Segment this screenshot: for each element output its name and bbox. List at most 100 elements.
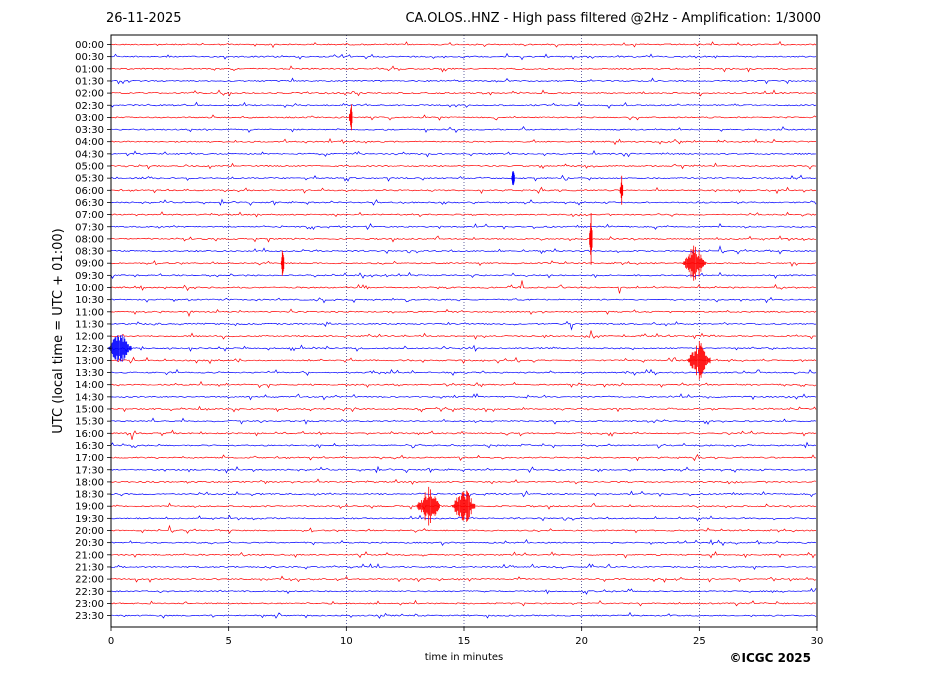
y-tick-label: 14:00	[75, 380, 104, 391]
x-tick-label: 15	[458, 636, 471, 647]
chart-title: CA.OLOS..HNZ - High pass filtered @2Hz -…	[405, 11, 821, 26]
event-mark	[687, 341, 711, 380]
trace-17:00	[110, 453, 817, 462]
x-axis-label: time in minutes	[425, 652, 504, 663]
y-tick-label: 20:30	[75, 538, 104, 549]
x-axis: 0 5 10 15 20 25 30	[108, 627, 824, 647]
trace-14:30	[110, 393, 817, 401]
y-tick-label: 22:00	[75, 575, 104, 586]
y-tick-label: 00:30	[75, 52, 104, 63]
trace-08:30	[110, 245, 817, 255]
y-tick-label: 02:00	[75, 89, 104, 100]
y-tick-label: 21:30	[75, 562, 104, 573]
trace-00:30	[110, 52, 817, 61]
trace-22:30	[110, 587, 817, 595]
y-tick-label: 11:30	[75, 319, 104, 330]
y-tick-label: 01:00	[75, 64, 104, 75]
y-tick-label: 08:00	[75, 234, 104, 245]
event-mark	[451, 490, 476, 522]
trace-16:00	[110, 429, 817, 440]
y-tick-label: 03:00	[75, 113, 104, 124]
y-tick-label: 15:00	[75, 405, 104, 416]
trace-18:00	[110, 478, 817, 485]
event-group	[108, 104, 711, 526]
y-tick-label: 13:30	[75, 368, 104, 379]
event-mark	[108, 334, 132, 362]
y-tick-label: 10:30	[75, 295, 104, 306]
event-mark	[280, 250, 285, 276]
trace-12:30	[110, 344, 817, 352]
y-tick-label: 13:00	[75, 356, 104, 367]
trace-15:30	[110, 417, 817, 425]
trace-09:00	[110, 260, 817, 267]
y-tick-label: 18:30	[75, 490, 104, 501]
x-tick-label: 10	[340, 636, 353, 647]
x-tick-label: 30	[811, 636, 824, 647]
y-tick-label: 12:30	[75, 344, 104, 355]
trace-07:30	[110, 223, 817, 231]
chart-date: 26-11-2025	[106, 11, 182, 26]
y-tick-label: 12:00	[75, 332, 104, 343]
event-mark	[349, 104, 353, 131]
y-tick-label: 23:30	[75, 611, 104, 622]
trace-17:30	[110, 465, 817, 474]
y-tick-label: 20:00	[75, 526, 104, 537]
event-mark	[619, 175, 624, 205]
trace-00:00	[110, 40, 817, 49]
trace-23:00	[110, 599, 817, 607]
event-mark	[589, 213, 593, 265]
trace-06:00	[110, 186, 817, 195]
trace-11:00	[110, 308, 817, 317]
trace-10:00	[110, 280, 817, 294]
y-tick-label: 04:30	[75, 149, 104, 160]
y-tick-label: 17:00	[75, 453, 104, 464]
trace-23:30	[110, 611, 817, 619]
plot-frame	[110, 34, 818, 628]
y-tick-label: 23:00	[75, 599, 104, 610]
y-tick-label: 22:30	[75, 587, 104, 598]
x-tick-label: 0	[108, 636, 114, 647]
event-mark	[682, 245, 706, 281]
trace-12:00	[110, 330, 817, 340]
y-tick-label: 05:30	[75, 174, 104, 185]
trace-21:30	[110, 563, 817, 571]
trace-08:00	[110, 235, 817, 243]
trace-01:30	[110, 77, 817, 85]
y-tick-label: 03:30	[75, 125, 104, 136]
trace-06:30	[110, 198, 817, 207]
trace-05:00	[110, 162, 817, 170]
trace-15:00	[110, 405, 817, 413]
y-tick-label: 07:00	[75, 210, 104, 221]
x-tick-label: 25	[693, 636, 706, 647]
trace-11:30	[110, 320, 817, 331]
grid-lines	[228, 35, 700, 627]
trace-04:30	[110, 150, 817, 158]
y-tick-label: 06:30	[75, 198, 104, 209]
y-axis-label: UTC (local time = UTC + 01:00)	[51, 228, 66, 433]
y-tick-label: 01:30	[75, 76, 104, 87]
trace-14:00	[110, 380, 817, 389]
trace-16:30	[110, 441, 817, 449]
y-tick-label: 19:30	[75, 514, 104, 525]
y-tick-label: 09:30	[75, 271, 104, 282]
trace-10:30	[110, 296, 817, 304]
trace-03:00	[110, 114, 817, 121]
trace-20:00	[110, 524, 817, 534]
trace-13:30	[110, 368, 817, 376]
y-tick-label: 06:00	[75, 186, 104, 197]
trace-20:30	[110, 539, 817, 547]
trace-07:00	[110, 211, 817, 218]
y-tick-label: 19:00	[75, 502, 104, 513]
y-tick-label: 16:00	[75, 429, 104, 440]
y-tick-label: 07:30	[75, 222, 104, 233]
trace-group	[110, 40, 817, 619]
y-tick-label: 05:00	[75, 162, 104, 173]
trace-09:30	[110, 271, 817, 280]
y-tick-label: 09:00	[75, 259, 104, 270]
trace-22:00	[110, 575, 817, 583]
y-tick-label: 18:00	[75, 477, 104, 488]
event-mark	[416, 486, 440, 526]
trace-02:30	[110, 101, 817, 109]
